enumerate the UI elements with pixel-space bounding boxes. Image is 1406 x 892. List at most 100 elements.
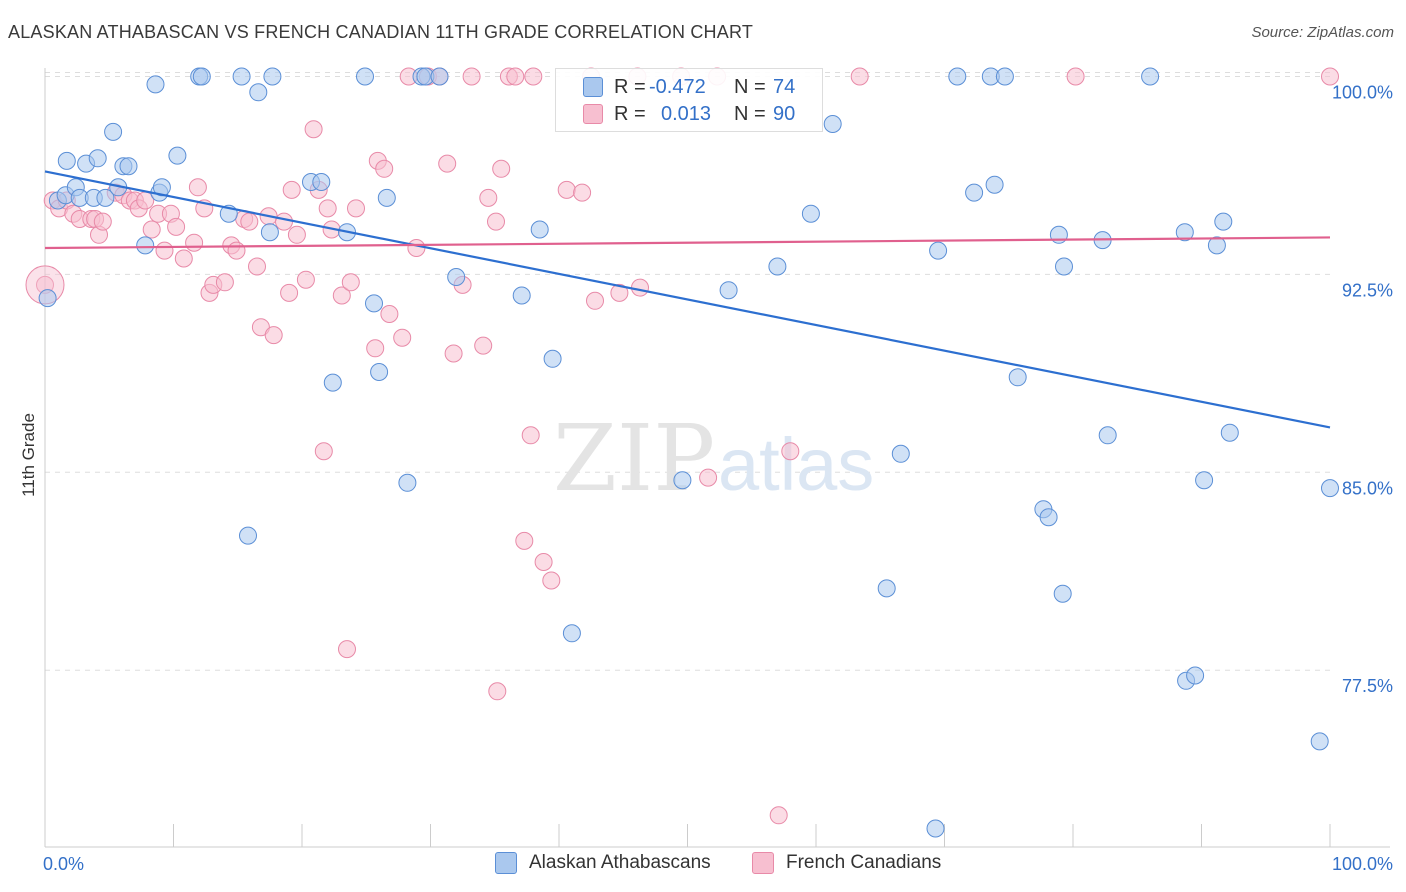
source-credit: Source: ZipAtlas.com (1251, 24, 1394, 41)
watermark: ZIP atlas (553, 405, 874, 512)
french-canadian-point (515, 531, 534, 550)
athabascan-point (877, 579, 896, 598)
french-canadian-point (850, 67, 869, 86)
athabascan-point (146, 75, 165, 94)
alaskan-athabascans-points (38, 67, 1339, 838)
trend-lines (44, 170, 1331, 429)
french-canadian-point (366, 339, 385, 358)
french-canadian-point (155, 241, 174, 260)
athabascan-point (512, 286, 531, 305)
athabascan-point (447, 268, 466, 286)
french-canadian-point (332, 286, 351, 305)
athabascan-point (96, 188, 115, 207)
tick-labels: 100.0% 92.5% 85.0% 77.5% 0.0% 100.0% 11th Grad… (19, 82, 1393, 874)
french-canadian-point (380, 305, 399, 323)
french-canadian-point (347, 199, 365, 218)
french-canadian-point (174, 249, 193, 268)
french-canadian-point (631, 278, 649, 297)
athabascan-point (377, 188, 396, 207)
legend-label-french-canadians: French Canadians (786, 852, 942, 873)
n-label: N = (734, 75, 766, 98)
athabascan-point (926, 819, 945, 838)
french-canadian-point (1321, 67, 1339, 86)
r-label: R = (614, 75, 646, 98)
athabascan-point (673, 471, 692, 490)
french-canadian-point (142, 220, 161, 239)
athabascan-point (1053, 584, 1072, 603)
french-canadian-point (557, 180, 576, 199)
n-value-blue: 74 (773, 75, 796, 98)
french-canadian-point (248, 257, 266, 276)
athabascan-point (1141, 67, 1160, 86)
athabascan-point (356, 67, 374, 86)
french-canadian-point (393, 328, 412, 347)
athabascan-point (985, 175, 1004, 194)
legend-item-alaskan-athabascans[interactable]: Alaskan Athabascans (495, 852, 711, 874)
r-value-pink: 0.013 (661, 102, 712, 125)
blue-swatch (583, 77, 603, 97)
watermark-zip: ZIP (553, 405, 715, 512)
athabascan-point (249, 83, 268, 102)
athabascan-point (136, 236, 155, 255)
athabascan-point (192, 67, 211, 86)
french-canadian-point (185, 233, 204, 252)
legend-swatch-blue (495, 852, 517, 874)
french-canadian-point (521, 426, 540, 445)
athabascan-point (232, 67, 251, 86)
athabascan-point (88, 149, 107, 168)
athabascan-point (1055, 257, 1073, 276)
french-canadian-point (781, 442, 800, 461)
athabascan-point (119, 157, 138, 176)
french-canadian-point (93, 212, 112, 231)
athabascan-point (1175, 223, 1194, 242)
trend-line-french-canadian (44, 236, 1331, 250)
french-canadian-point (542, 571, 561, 590)
french-canadian-point (304, 120, 323, 139)
athabascan-point (1186, 666, 1205, 685)
french-canadian-point (318, 199, 337, 218)
french-canadian-point (407, 239, 426, 257)
french-canadian-point (488, 682, 507, 701)
athabascan-point (57, 151, 76, 170)
chart-title: ALASKAN ATHABASCAN VS FRENCH CANADIAN 11… (8, 22, 754, 42)
legend-item-french-canadians[interactable]: French Canadians (752, 852, 941, 874)
athabascan-point (263, 67, 282, 86)
athabascan-point (1195, 471, 1214, 490)
athabascan-point (1321, 479, 1339, 498)
french-canadian-point (240, 212, 259, 231)
french-canadian-point (188, 178, 207, 197)
athabascan-point (948, 67, 967, 86)
n-value-pink: 90 (773, 102, 796, 125)
athabascan-point (995, 67, 1014, 86)
athabascan-point (370, 363, 389, 381)
french-canadian-point (438, 154, 457, 173)
y-tick-label: 77.5% (1342, 676, 1393, 696)
french-canadian-point (573, 183, 592, 202)
athabascan-point (1310, 732, 1329, 751)
athabascan-point (891, 444, 910, 463)
stats-legend-box: R = -0.472 N = 74 R = 0.013 N = 90 (555, 68, 823, 132)
french-canadian-point (769, 806, 788, 825)
french-canadian-point (610, 283, 629, 302)
athabascan-point (1008, 368, 1027, 387)
legend-label-alaskan-athabascans: Alaskan Athabascans (529, 852, 711, 873)
french-canadian-point (699, 468, 718, 487)
athabascan-point (1207, 236, 1226, 255)
french-canadian-point (524, 67, 543, 86)
athabascan-point (239, 526, 257, 545)
n-label: N = (734, 102, 766, 125)
athabascan-point (965, 183, 984, 202)
french-canadian-point (264, 326, 283, 345)
french-canadian-point (474, 336, 493, 355)
athabascan-point (1098, 426, 1117, 445)
french-canadian-point (487, 212, 505, 231)
french-canadian-point (215, 273, 234, 292)
athabascan-point (1039, 508, 1058, 527)
athabascan-point (1214, 212, 1233, 231)
x-tick-label-min: 0.0% (43, 854, 84, 874)
french-canadian-point (534, 553, 553, 571)
athabascan-point (801, 204, 820, 223)
french-canadian-point (492, 159, 511, 178)
athabascan-point (562, 624, 581, 643)
